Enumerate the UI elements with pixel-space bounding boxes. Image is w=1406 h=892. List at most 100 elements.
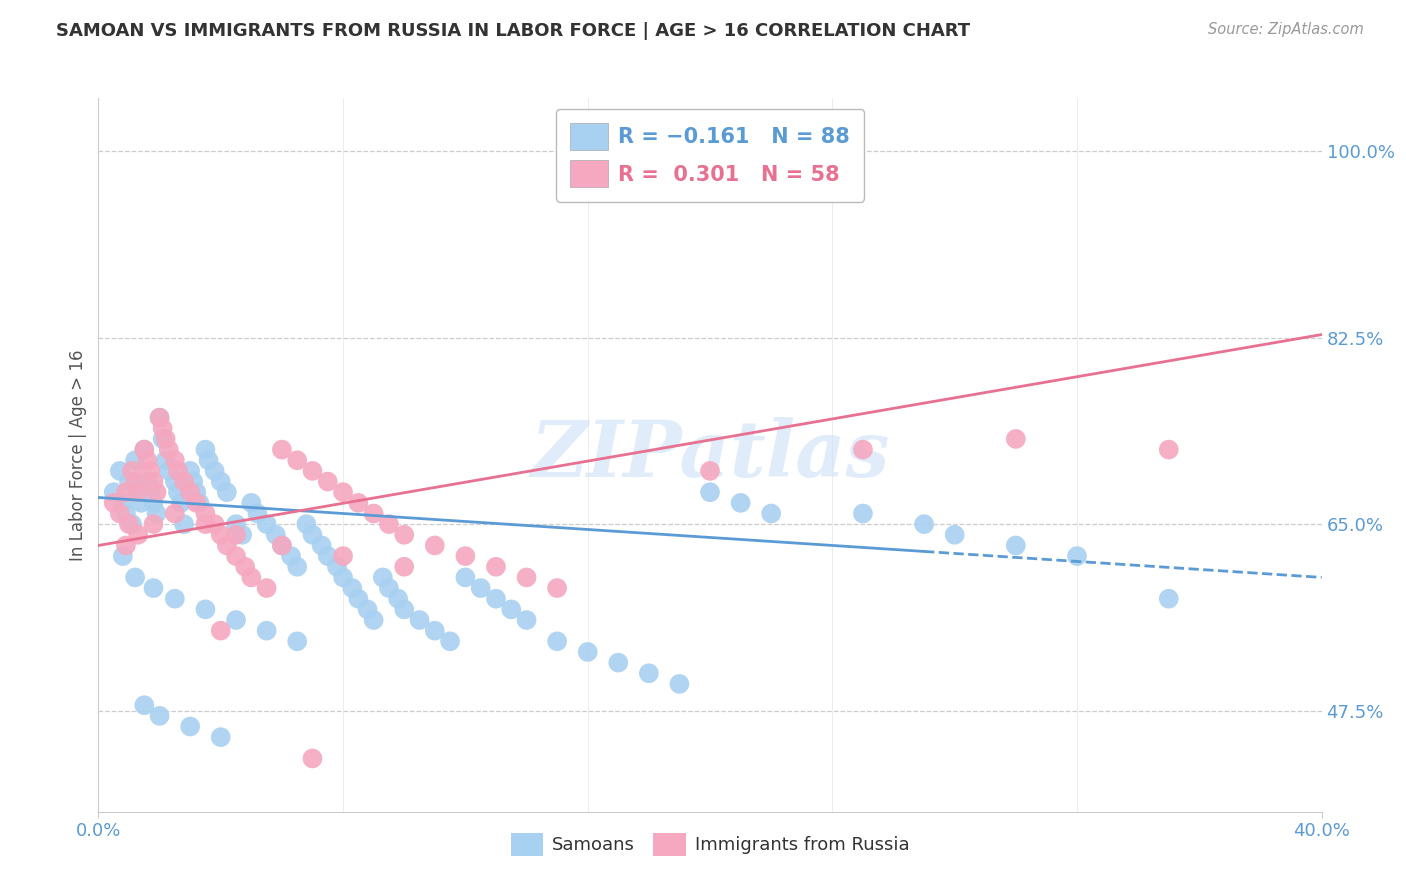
Point bbox=[311, 538, 333, 552]
Point bbox=[246, 507, 269, 521]
Point bbox=[103, 485, 125, 500]
Point bbox=[173, 475, 195, 489]
Point bbox=[134, 442, 156, 457]
Point bbox=[121, 464, 143, 478]
Point bbox=[356, 602, 378, 616]
Point bbox=[194, 602, 217, 616]
Point bbox=[607, 656, 630, 670]
Point bbox=[378, 581, 401, 595]
Point bbox=[301, 528, 323, 542]
Point bbox=[124, 453, 146, 467]
Point bbox=[759, 507, 782, 521]
Point bbox=[280, 549, 302, 563]
Point bbox=[699, 464, 721, 478]
Point bbox=[136, 475, 159, 489]
Point bbox=[316, 475, 339, 489]
Point bbox=[163, 453, 186, 467]
Point bbox=[301, 751, 323, 765]
Point bbox=[256, 517, 278, 532]
Point bbox=[209, 624, 232, 638]
Point bbox=[943, 528, 966, 542]
Point bbox=[127, 528, 149, 542]
Point bbox=[730, 496, 752, 510]
Point bbox=[423, 538, 446, 552]
Point bbox=[127, 485, 149, 500]
Point bbox=[285, 453, 308, 467]
Point bbox=[852, 507, 875, 521]
Point bbox=[167, 485, 190, 500]
Point bbox=[233, 559, 256, 574]
Point bbox=[145, 507, 167, 521]
Point bbox=[1004, 432, 1026, 446]
Point bbox=[179, 719, 201, 733]
Point bbox=[215, 538, 238, 552]
Point bbox=[270, 442, 292, 457]
Point bbox=[155, 453, 177, 467]
Point bbox=[1004, 538, 1026, 552]
Point bbox=[121, 517, 143, 532]
Point bbox=[108, 464, 131, 478]
Point bbox=[332, 549, 354, 563]
Point bbox=[378, 517, 401, 532]
Point bbox=[142, 496, 165, 510]
Point bbox=[115, 485, 138, 500]
Point bbox=[225, 517, 247, 532]
Point bbox=[215, 485, 238, 500]
Point bbox=[111, 549, 134, 563]
Point bbox=[454, 549, 477, 563]
Point bbox=[423, 624, 446, 638]
Point bbox=[152, 421, 174, 435]
Point bbox=[188, 496, 211, 510]
Point bbox=[285, 634, 308, 648]
Point bbox=[231, 528, 253, 542]
Point bbox=[173, 517, 195, 532]
Point bbox=[332, 570, 354, 584]
Point bbox=[163, 475, 186, 489]
Point bbox=[115, 538, 138, 552]
Point bbox=[332, 485, 354, 500]
Point bbox=[264, 528, 287, 542]
Point bbox=[637, 666, 661, 681]
Point bbox=[149, 410, 172, 425]
Point bbox=[285, 559, 308, 574]
Point bbox=[225, 549, 247, 563]
Point bbox=[197, 453, 219, 467]
Point bbox=[179, 464, 201, 478]
Point bbox=[668, 677, 690, 691]
Point bbox=[134, 698, 156, 713]
Point bbox=[118, 517, 141, 532]
Point bbox=[699, 485, 721, 500]
Point bbox=[516, 613, 538, 627]
Point bbox=[142, 475, 165, 489]
Point bbox=[295, 517, 318, 532]
Point bbox=[470, 581, 492, 595]
Point bbox=[124, 475, 146, 489]
Point bbox=[363, 613, 385, 627]
Point bbox=[129, 496, 152, 510]
Point bbox=[546, 581, 568, 595]
Point bbox=[149, 709, 172, 723]
Point bbox=[363, 507, 385, 521]
Point bbox=[408, 613, 430, 627]
Point bbox=[454, 570, 477, 584]
Point bbox=[167, 464, 190, 478]
Legend: Samoans, Immigrants from Russia: Samoans, Immigrants from Russia bbox=[503, 826, 917, 863]
Point bbox=[326, 559, 349, 574]
Point bbox=[139, 485, 162, 500]
Point bbox=[392, 602, 416, 616]
Text: Source: ZipAtlas.com: Source: ZipAtlas.com bbox=[1208, 22, 1364, 37]
Point bbox=[124, 570, 146, 584]
Text: SAMOAN VS IMMIGRANTS FROM RUSSIA IN LABOR FORCE | AGE > 16 CORRELATION CHART: SAMOAN VS IMMIGRANTS FROM RUSSIA IN LABO… bbox=[56, 22, 970, 40]
Point bbox=[371, 570, 394, 584]
Point bbox=[139, 464, 162, 478]
Point bbox=[209, 528, 232, 542]
Point bbox=[163, 591, 186, 606]
Point bbox=[209, 730, 232, 744]
Point bbox=[270, 538, 292, 552]
Point bbox=[852, 442, 875, 457]
Y-axis label: In Labor Force | Age > 16: In Labor Force | Age > 16 bbox=[69, 349, 87, 561]
Point bbox=[912, 517, 935, 532]
Point bbox=[392, 559, 416, 574]
Point bbox=[136, 453, 159, 467]
Point bbox=[127, 485, 149, 500]
